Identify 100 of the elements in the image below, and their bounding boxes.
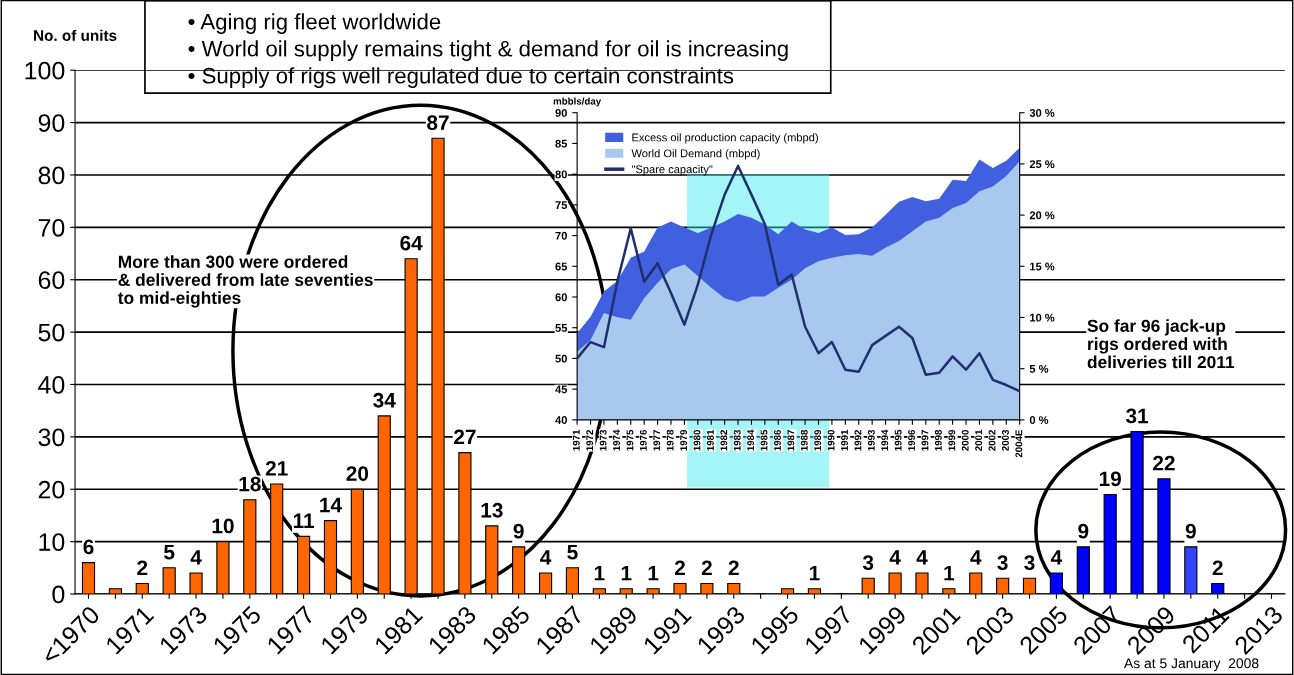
y-tick-label: 70 (38, 218, 65, 237)
data-label: 2 (674, 560, 685, 576)
y-tick-label: 100 (25, 61, 65, 80)
x-tick-label: 1979 (680, 429, 688, 451)
data-label: 10 (212, 518, 234, 534)
x-tick-label: 1975 (626, 429, 634, 451)
data-label: 2 (137, 560, 148, 576)
x-tick-label: 1981 (706, 429, 714, 451)
y-tick-label: 20 (38, 480, 65, 499)
y-tick-label: 80 (555, 170, 567, 179)
x-tick-label: 1982 (720, 429, 728, 451)
x-tick-label: 1987 (787, 430, 795, 451)
x-tick-label: 1973 (599, 429, 607, 451)
y-tick-label: 90 (38, 114, 65, 132)
y2-tick-label: 10 % (1030, 313, 1055, 322)
x-tick-label: 1999 (948, 429, 956, 451)
x-tick-label: 2004E (1015, 429, 1023, 458)
y2-tick-label: 0 % (1029, 416, 1049, 424)
x-tick-label: 1998 (934, 429, 942, 451)
y-tick-label: 75 (555, 201, 568, 209)
legend-label: "Spare capacity" (631, 165, 713, 176)
y-axis-title: mbbls/day (553, 97, 602, 107)
y-tick-label: 85 (555, 139, 568, 148)
y-tick-label: 55 (555, 324, 568, 332)
x-tick-label: 2001 (975, 429, 983, 451)
x-tick-label: 1988 (800, 429, 808, 451)
y-tick-label: 10 (39, 533, 65, 551)
text: • World oil supply remains tight & demand for oil is increasing (188, 40, 788, 61)
data-label: 20 (346, 466, 369, 481)
data-label: 1 (648, 565, 659, 581)
data-label: 14 (320, 497, 342, 513)
data-label: 4 (916, 550, 928, 565)
annotation: So far 96 jack-up rigs ordered with deliveries till 2011 (1087, 319, 1235, 369)
text: • Aging rig fleet worldwide (188, 13, 441, 34)
y2-tick-label: 20 % (1029, 211, 1055, 220)
y2-tick-label: 30 % (1029, 108, 1055, 117)
y-axis-title: No. of units (34, 29, 117, 41)
data-label: 13 (481, 502, 503, 518)
data-label: 4 (540, 550, 552, 565)
data-label: 27 (454, 429, 476, 445)
x-tick-label: 2002 (988, 429, 996, 451)
x-tick-label: 1993 (867, 429, 875, 451)
text: As at 5 January 2008 (1123, 658, 1259, 671)
y-tick-label: 30 (38, 428, 65, 447)
x-tick-label: 1989 (814, 429, 822, 451)
legend-label: World Oil Demand (mbpd) (631, 149, 760, 160)
y2-tick-label: 5 % (1029, 364, 1049, 373)
data-label: 3 (1024, 555, 1035, 571)
x-tick-label: 1995 (894, 429, 902, 451)
data-label: 9 (513, 523, 524, 539)
data-label: 11 (293, 513, 315, 528)
y-tick-label: 40 (38, 376, 65, 394)
data-label: 1 (944, 565, 955, 581)
data-label: 34 (373, 392, 396, 408)
x-tick-label: 1977 (653, 430, 661, 451)
y2-tick-label: 25 % (1029, 160, 1055, 169)
x-tick-label: 1983 (733, 429, 741, 451)
data-label: 3 (997, 555, 1008, 571)
x-tick-label: 1974 (613, 429, 620, 451)
y-tick-label: 65 (555, 262, 568, 271)
x-tick-label: 1985 (760, 429, 768, 451)
data-label: 3 (862, 555, 874, 571)
annotation: More than 300 were ordered & delivered from late seventies to mid-eighties (117, 255, 373, 308)
data-label: 4 (1050, 550, 1063, 565)
x-tick-label: 1996 (908, 429, 915, 451)
legend-label: Excess oil production capacity (mbpd) (632, 133, 818, 144)
data-label: 2 (1212, 560, 1223, 576)
data-label: 1 (594, 565, 605, 581)
x-tick-label: 1997 (921, 430, 929, 451)
data-label: 9 (1078, 523, 1089, 539)
annotation: • Supply of rigs well regulated due to certain constraints (188, 67, 734, 88)
x-tick-label: 1992 (854, 429, 862, 451)
data-label: 31 (1125, 408, 1149, 424)
x-tick-label: 1994 (881, 429, 889, 451)
data-label: 87 (427, 115, 449, 131)
x-tick-label: 1971 (572, 429, 580, 451)
data-label: 4 (190, 550, 202, 565)
y-tick-label: 40 (555, 416, 567, 424)
data-label: 2 (701, 560, 712, 576)
x-tick-label: 1980 (693, 429, 701, 451)
y-tick-label: 45 (555, 385, 568, 394)
data-label: 5 (164, 544, 175, 560)
x-tick-label: 2003 (1001, 429, 1009, 451)
x-tick-label: 1986 (774, 429, 781, 451)
data-label: 5 (567, 544, 578, 560)
y-tick-label: 60 (38, 271, 65, 290)
y-tick-label: 0 (52, 585, 65, 604)
data-label: 2 (728, 560, 739, 576)
x-tick-label: 1976 (639, 429, 647, 451)
data-label: 9 (1185, 523, 1196, 539)
data-label: 22 (1153, 455, 1175, 471)
x-tick-label: 1991 (841, 429, 848, 451)
x-tick-label: 1990 (827, 429, 835, 451)
data-label: 1 (621, 565, 632, 581)
x-tick-label: 1978 (666, 429, 674, 451)
data-label: 64 (400, 235, 423, 251)
x-tick-label: 1972 (586, 429, 594, 451)
y-tick-label: 50 (555, 354, 567, 363)
data-label: 6 (83, 539, 94, 555)
y-tick-label: 50 (38, 323, 65, 342)
